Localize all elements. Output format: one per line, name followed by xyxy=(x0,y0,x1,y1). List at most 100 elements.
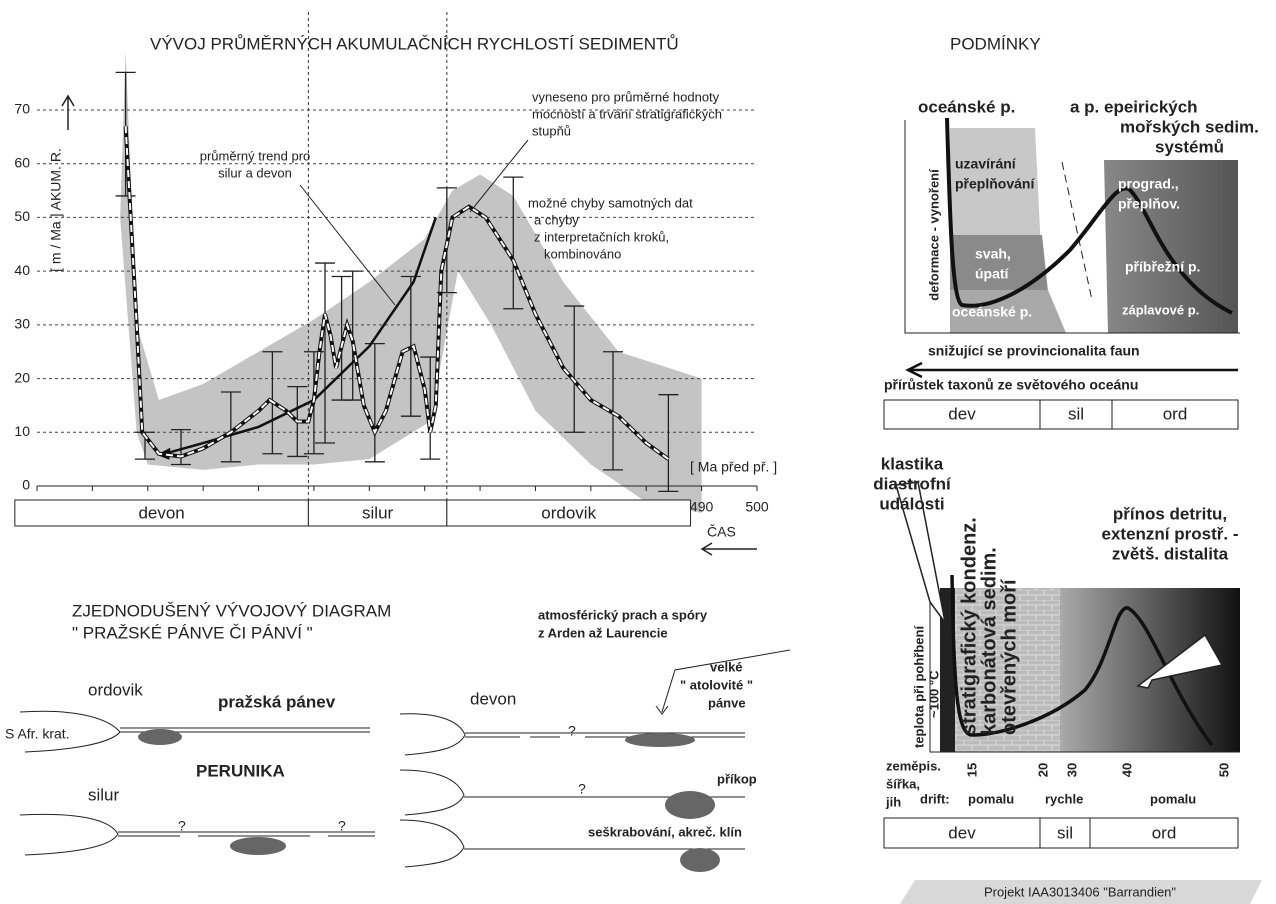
annotation: kombinováno xyxy=(544,246,621,261)
box-label: záplavové p. xyxy=(1122,302,1199,317)
evolution-diagram: ZJEDNODUŠENÝ VÝVOJOVÝ DIAGRAM " PRAŽSKÉ … xyxy=(5,601,790,872)
arrow xyxy=(908,363,1238,377)
time-arrow xyxy=(702,543,757,555)
arrow-label: snižující se provincionalita faun xyxy=(928,343,1140,359)
label: otevřených moří xyxy=(998,578,1020,735)
panel-title: PODMÍNKY xyxy=(950,34,1041,53)
basin xyxy=(680,848,720,872)
annotation: stupňů xyxy=(532,123,571,138)
label: události xyxy=(879,494,944,513)
annotation: z interpretačních kroků, xyxy=(534,229,669,244)
label: S Afr. krat. xyxy=(5,726,70,742)
basin xyxy=(665,791,715,819)
label: ordovik xyxy=(88,680,143,699)
label: příkop xyxy=(717,771,757,786)
leader xyxy=(300,185,395,305)
box-label: oceánské p. xyxy=(952,304,1032,320)
label: diastrofní xyxy=(873,474,952,493)
drift: drift: xyxy=(920,791,950,806)
y-tick-label: 60 xyxy=(14,154,30,170)
annotation: mocností a trvání stratigrafických xyxy=(532,106,722,121)
question: ? xyxy=(178,818,186,834)
box-label: prograd., xyxy=(1118,176,1179,192)
label: pražská pánev xyxy=(218,692,336,711)
question: ? xyxy=(338,818,346,834)
x-tick-label: 40 xyxy=(1119,763,1134,777)
box-label: přeplňov. xyxy=(1118,196,1180,212)
burial-panel: klastika diastrofní události přínos detr… xyxy=(873,454,1240,848)
question: ? xyxy=(568,723,576,739)
conditions-panel: PODMÍNKY oceánské p. a p. epeirických mo… xyxy=(884,34,1259,429)
period-label: ordovik xyxy=(541,503,596,522)
question: ? xyxy=(578,781,586,797)
box-label: svah, xyxy=(975,246,1011,262)
annotation: a chyby xyxy=(534,212,579,227)
diagram-title: " PRAŽSKÉ PÁNVE ČI PÁNVÍ " xyxy=(72,623,313,642)
x-tick-label: 500 xyxy=(745,499,769,515)
label: přínos detritu, xyxy=(1113,504,1227,523)
label: seškrabování, akreč. klín xyxy=(588,824,742,839)
y-tick-label: 70 xyxy=(14,101,30,117)
table-cell: sil xyxy=(1057,823,1073,842)
y-tick-label: 50 xyxy=(14,208,30,224)
annotation: vyneseno pro průměrné hodnoty xyxy=(532,89,720,104)
label: stratigrafický kondenz. xyxy=(958,517,980,735)
y-axis-label: [ m / Ma ] AKUM. R. xyxy=(48,148,64,272)
label: zvětš. distalita xyxy=(1112,544,1229,563)
period-label: devon xyxy=(138,503,184,522)
label: velké xyxy=(710,659,743,674)
label: atmosférický prach a spóry xyxy=(538,607,708,622)
label: karbonátová sedim. xyxy=(978,547,1000,735)
label: " atolovité " xyxy=(680,677,753,692)
label: pánve xyxy=(708,695,746,710)
y-tick-label: 10 xyxy=(14,423,30,439)
drift: rychle xyxy=(1045,791,1083,806)
label: devon xyxy=(470,689,516,708)
x-tick-label: 30 xyxy=(1064,763,1079,777)
period-label: silur xyxy=(362,503,394,522)
basin xyxy=(138,729,182,745)
box-label: uzavírání xyxy=(955,156,1017,172)
shape xyxy=(20,814,375,855)
x-tick-label: 490 xyxy=(690,499,714,515)
drift: pomalu xyxy=(968,791,1014,806)
table-cell: dev xyxy=(948,823,976,842)
label: extenzní prostř. - xyxy=(1102,524,1239,543)
table-cell: dev xyxy=(948,404,976,423)
head: oceánské p. xyxy=(918,97,1015,116)
y-arrow xyxy=(62,96,74,130)
x-axis-label: zeměpis. xyxy=(886,758,941,773)
x-axis-label: šířka, xyxy=(886,776,920,791)
y-axis-label: ~100 °C xyxy=(926,670,941,718)
footer: Projekt IAA3013406 "Barrandien" xyxy=(984,884,1176,899)
annotation: silur a devon xyxy=(218,165,292,180)
diagram-title: ZJEDNODUŠENÝ VÝVOJOVÝ DIAGRAM xyxy=(72,601,391,620)
y-tick-label: 30 xyxy=(14,316,30,332)
label: silur xyxy=(88,785,120,804)
label: PERUNIKA xyxy=(196,761,285,780)
accumulation-chart: VÝVOJ PRŮMĚRNÝCH AKUMULAČNÍCH RYCHLOSTÍ … xyxy=(14,12,777,555)
label: z Arden až Laurencie xyxy=(538,625,668,640)
x-axis-label: jih xyxy=(885,794,901,809)
basin xyxy=(625,733,695,747)
chart-title: VÝVOJ PRŮMĚRNÝCH AKUMULAČNÍCH RYCHLOSTÍ … xyxy=(150,34,679,53)
y-tick-label: 20 xyxy=(14,369,30,385)
table-cell: ord xyxy=(1163,404,1188,423)
drift: pomalu xyxy=(1150,791,1196,806)
annotation: průměrný trend pro xyxy=(200,148,311,163)
arrow-label: přírůstek taxonů ze světového oceánu xyxy=(884,377,1138,393)
x-tick-label: 20 xyxy=(1035,763,1050,777)
time-label: ČAS xyxy=(707,524,736,540)
y-tick-label: 40 xyxy=(14,262,30,278)
box-label: úpatí xyxy=(975,266,1010,282)
head: mořských sedim. xyxy=(1120,117,1259,136)
x-tick-label: 15 xyxy=(964,763,979,777)
head: a p. epeirických xyxy=(1070,97,1198,116)
shape xyxy=(20,711,370,752)
y-tick-label: 0 xyxy=(22,477,30,493)
y-axis-label: deformace - vynoření xyxy=(926,169,941,301)
x-tick-label: 50 xyxy=(1216,763,1231,777)
y-axis-label: teplota při pohřbení xyxy=(911,626,926,748)
table-cell: ord xyxy=(1152,823,1177,842)
box-label: příbřežní p. xyxy=(1125,259,1200,275)
